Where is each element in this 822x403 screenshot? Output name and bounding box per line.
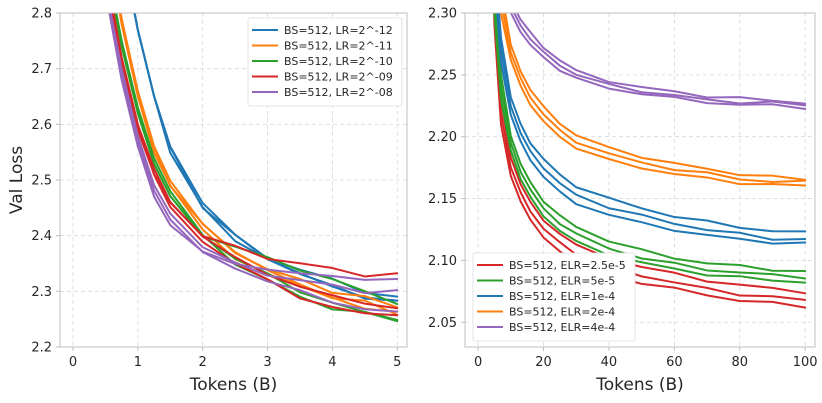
legend-label-4: BS=512, LR=2^-09 <box>284 71 393 84</box>
y-tick-label: 2.20 <box>428 130 457 145</box>
series-line-5-run-1 <box>109 13 399 295</box>
y-tick-label: 2.15 <box>428 192 457 207</box>
series-line-1-run-1 <box>493 13 807 301</box>
right-legend-frame <box>472 252 636 342</box>
right-y-ticks: 2.05 2.10 2.15 2.20 2.25 2.30 <box>428 7 465 331</box>
y-tick-label: 2.25 <box>428 68 457 83</box>
series-line-3-run-2 <box>496 13 807 245</box>
series-line-5-run-1 <box>513 13 807 107</box>
x-tick-label: 80 <box>731 355 748 370</box>
series-line-4-run-1 <box>502 13 807 183</box>
x-tick-label: 3 <box>263 355 271 370</box>
left-y-axis-label: Val Loss <box>7 146 27 214</box>
series-line-4-run-2 <box>499 13 807 187</box>
legend-label-3: BS=512, ELR=1e-4 <box>509 290 615 303</box>
x-tick-label: 0 <box>474 355 482 370</box>
y-tick-label: 2.30 <box>428 7 457 22</box>
series-line-5-run-3 <box>516 13 807 105</box>
left-lines <box>108 13 399 323</box>
series-line-2-run-1 <box>494 13 807 280</box>
y-tick-label: 2.4 <box>31 229 52 244</box>
legend-label-1: BS=512, ELR=2.5e-5 <box>509 259 626 272</box>
series-line-5-run-3 <box>108 13 399 281</box>
y-tick-label: 2.2 <box>31 341 52 356</box>
legend-label-3: BS=512, LR=2^-10 <box>284 55 393 68</box>
series-line-4-run-3 <box>111 13 399 278</box>
y-tick-label: 2.05 <box>428 316 457 331</box>
y-tick-label: 2.10 <box>428 254 457 269</box>
right-x-axis-label: Tokens (B) <box>595 375 684 395</box>
legend-label-1: BS=512, LR=2^-12 <box>284 24 393 37</box>
legend-label-2: BS=512, LR=2^-11 <box>284 40 393 53</box>
left-legend-frame <box>247 17 403 107</box>
x-tick-label: 60 <box>666 355 683 370</box>
x-tick-label: 4 <box>328 355 336 370</box>
right-chart-panel: 0 20 40 60 80 100 2.05 2.10 2.15 2.20 2.25 2.30 To… <box>428 7 818 396</box>
legend-label-4: BS=512, ELR=2e-4 <box>509 306 615 319</box>
series-line-5-run-2 <box>109 13 399 313</box>
series-line-4-run-2 <box>112 13 399 310</box>
series-line-5-run-2 <box>509 13 807 110</box>
legend-label-2: BS=512, ELR=5e-5 <box>509 275 615 288</box>
series-line-1-run-3 <box>133 13 399 302</box>
y-tick-label: 2.6 <box>31 118 52 133</box>
y-tick-label: 2.5 <box>31 174 52 189</box>
series-line-2-run-3 <box>118 13 399 316</box>
left-x-ticks: 0 1 2 3 4 5 <box>69 347 401 370</box>
series-line-2-run-3 <box>495 13 807 272</box>
left-x-axis-label: Tokens (B) <box>189 375 278 395</box>
legend-label-5: BS=512, ELR=4e-4 <box>509 321 615 334</box>
x-tick-label: 5 <box>393 355 401 370</box>
y-tick-label: 2.3 <box>31 285 52 300</box>
x-tick-label: 20 <box>535 355 552 370</box>
series-line-4-run-3 <box>504 13 807 181</box>
right-legend: BS=512, ELR=2.5e-5 BS=512, ELR=5e-5 BS=512… <box>472 252 636 342</box>
right-x-ticks: 0 20 40 60 80 100 <box>474 347 818 370</box>
legend-label-5: BS=512, LR=2^-08 <box>284 86 393 99</box>
x-tick-label: 0 <box>69 355 77 370</box>
right-plot-frame <box>464 12 816 348</box>
series-line-3-run-3 <box>498 13 807 233</box>
left-y-ticks: 2.2 2.3 2.4 2.5 2.6 2.7 2.8 <box>31 7 60 356</box>
left-legend: BS=512, LR=2^-12 BS=512, LR=2^-11 BS=512, … <box>247 17 403 107</box>
x-tick-label: 100 <box>793 355 818 370</box>
series-line-3-run-1 <box>497 13 807 241</box>
x-tick-label: 40 <box>601 355 618 370</box>
series-line-3-run-1 <box>115 13 399 321</box>
x-tick-label: 1 <box>134 355 142 370</box>
series-line-2-run-2 <box>493 13 807 284</box>
y-tick-label: 2.8 <box>31 7 52 22</box>
x-tick-label: 2 <box>199 355 207 370</box>
y-tick-label: 2.7 <box>31 62 52 77</box>
